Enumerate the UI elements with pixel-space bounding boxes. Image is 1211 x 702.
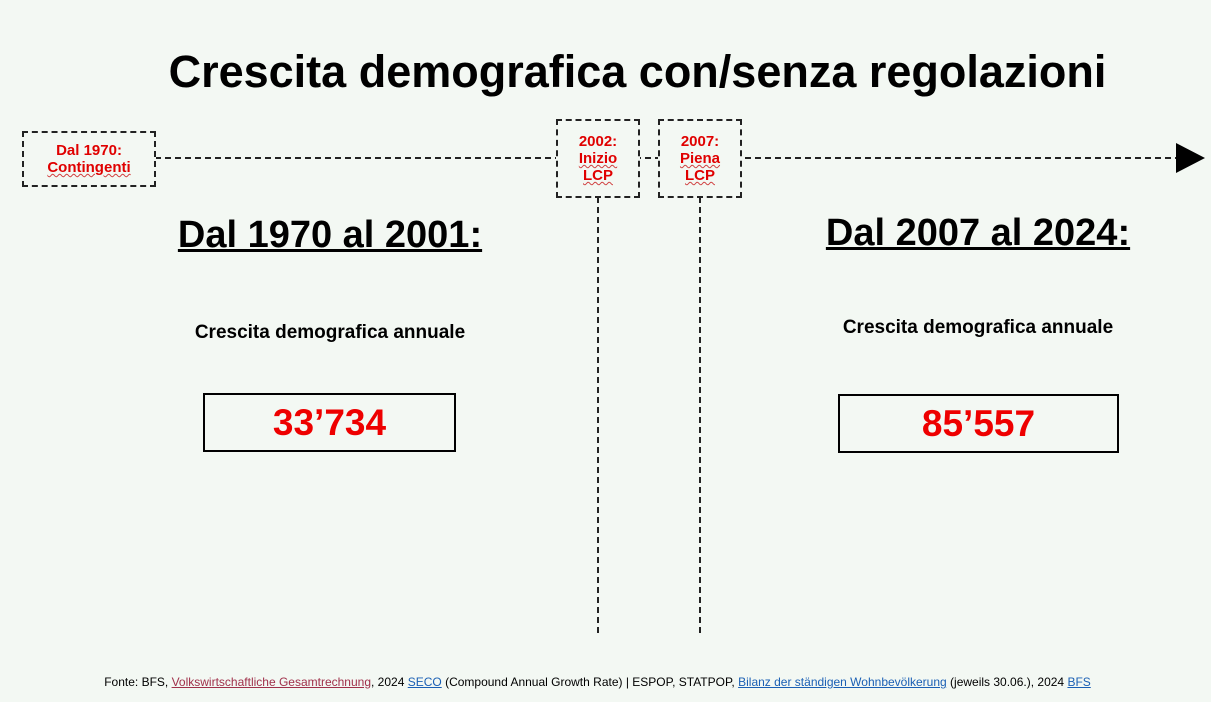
timeline-box: Dal 1970: Contingenti [22,131,156,187]
panel-heading: Dal 1970 al 2001: [177,214,483,256]
footer-link[interactable]: Volkswirtschaftliche Gesamtrechnung [171,675,372,689]
footer-text: (jeweils 30.06.), 2024 [946,675,1068,689]
footer-link[interactable]: BFS [1067,675,1091,689]
panel-value: 33’734 [272,401,387,443]
timeline-arrow [1176,143,1205,173]
panel-label: Crescita demografica annuale [842,317,1114,338]
footer-text: Fonte: BFS, [104,675,172,689]
timeline-text: Inizio [578,150,618,167]
panel-value: 85’557 [921,402,1036,444]
title: Crescita demografica con/senza regolazio… [168,46,1107,97]
timeline-text: 2007: [680,133,720,150]
footer-text: (Compound Annual Growth Rate) | ESPOP, S… [441,675,739,689]
timeline-text: LCP [583,167,613,184]
footer-text: , 2024 [371,675,408,689]
footer-link[interactable]: Bilanz der ständigen Wohnbevölkerung [738,675,947,689]
panel-heading: Dal 2007 al 2024: [825,212,1131,254]
timeline-text: LCP [685,167,715,184]
panel-label: Crescita demografica annuale [194,322,466,343]
value-box: 33’734 [203,393,456,452]
timeline-box: 2002: Inizio LCP [556,119,640,198]
timeline-text: Piena [679,150,721,167]
timeline-text: Contingenti [47,159,131,176]
timeline-text: Dal 1970: [56,142,122,159]
footer: Fonte: BFS, Volkswirtschaftliche Gesamtr… [0,675,1195,689]
timeline-text: 2002: [578,133,618,150]
value-box: 85’557 [838,394,1119,453]
timeline-box: 2007: Piena LCP [658,119,742,198]
footer-link[interactable]: SECO [407,675,442,689]
